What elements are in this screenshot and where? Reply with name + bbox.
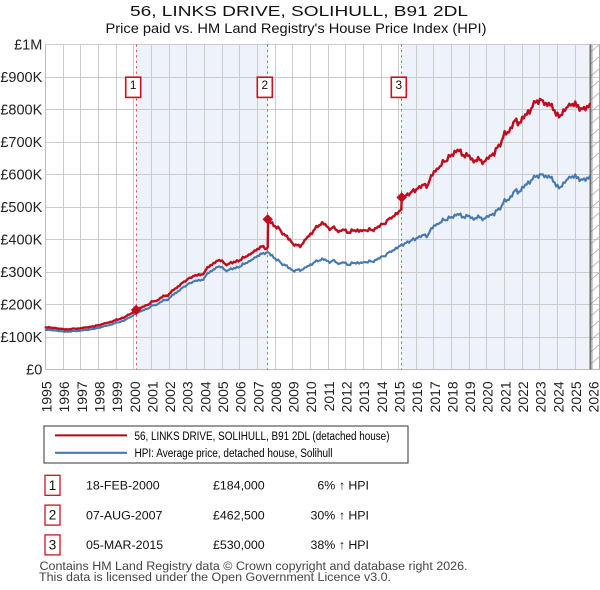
- svg-text:1: 1: [49, 478, 57, 493]
- svg-text:1995: 1995: [39, 381, 55, 412]
- svg-text:1997: 1997: [74, 381, 90, 412]
- svg-text:2016: 2016: [409, 381, 425, 412]
- svg-text:2006: 2006: [233, 381, 249, 412]
- svg-text:£184,000: £184,000: [213, 479, 265, 493]
- svg-text:2008: 2008: [268, 381, 284, 412]
- svg-text:2011: 2011: [321, 381, 337, 411]
- svg-text:56, LINKS DRIVE, SOLIHULL, B91: 56, LINKS DRIVE, SOLIHULL, B91 2DL: [130, 3, 468, 20]
- svg-text:07-AUG-2007: 07-AUG-2007: [86, 508, 163, 522]
- svg-text:3: 3: [49, 538, 57, 553]
- svg-text:2024: 2024: [550, 381, 566, 412]
- svg-text:2020: 2020: [480, 381, 496, 412]
- svg-text:38% ↑ HPI: 38% ↑ HPI: [310, 538, 369, 552]
- svg-text:2022: 2022: [515, 381, 531, 412]
- svg-text:Contains HM Land Registry data: Contains HM Land Registry data © Crown c…: [40, 559, 468, 573]
- svg-text:2023: 2023: [533, 381, 549, 412]
- svg-text:18-FEB-2000: 18-FEB-2000: [86, 479, 160, 493]
- svg-text:2013: 2013: [356, 381, 372, 412]
- svg-text:2004: 2004: [197, 381, 213, 412]
- svg-text:2: 2: [262, 78, 269, 92]
- svg-text:2026: 2026: [586, 381, 600, 412]
- svg-text:2014: 2014: [374, 381, 390, 412]
- svg-text:£200K: £200K: [0, 298, 42, 314]
- svg-text:£400K: £400K: [0, 233, 42, 249]
- svg-text:2009: 2009: [286, 381, 302, 412]
- svg-text:£500K: £500K: [0, 200, 42, 216]
- svg-text:1996: 1996: [56, 381, 72, 412]
- svg-text:2005: 2005: [215, 381, 231, 412]
- svg-text:2010: 2010: [303, 381, 319, 412]
- svg-text:£100K: £100K: [0, 330, 42, 346]
- svg-text:£800K: £800K: [0, 102, 42, 118]
- svg-text:£600K: £600K: [0, 167, 42, 183]
- svg-text:2: 2: [49, 508, 57, 523]
- svg-text:Price paid vs. HM Land Registr: Price paid vs. HM Land Registry's House …: [106, 20, 487, 36]
- svg-text:2000: 2000: [127, 381, 143, 412]
- svg-text:This data is licensed under th: This data is licensed under the Open Gov…: [39, 570, 391, 584]
- svg-text:05-MAR-2015: 05-MAR-2015: [86, 538, 163, 552]
- svg-text:2017: 2017: [427, 381, 443, 412]
- svg-text:£0: £0: [26, 363, 42, 379]
- svg-text:3: 3: [396, 78, 403, 92]
- svg-text:£462,500: £462,500: [213, 508, 265, 522]
- svg-text:6% ↑ HPI: 6% ↑ HPI: [317, 479, 369, 493]
- svg-text:£1M: £1M: [14, 37, 42, 53]
- svg-text:£300K: £300K: [0, 265, 42, 281]
- svg-text:30% ↑ HPI: 30% ↑ HPI: [310, 508, 369, 522]
- svg-text:2021: 2021: [497, 381, 513, 412]
- svg-text:2002: 2002: [162, 381, 178, 412]
- svg-text:£530,000: £530,000: [213, 538, 265, 552]
- svg-text:1: 1: [130, 78, 137, 92]
- svg-text:2003: 2003: [180, 381, 196, 412]
- svg-text:£900K: £900K: [0, 70, 42, 86]
- svg-text:1999: 1999: [109, 381, 125, 412]
- svg-text:2019: 2019: [462, 381, 478, 412]
- svg-text:2015: 2015: [392, 381, 408, 412]
- svg-text:2012: 2012: [339, 381, 355, 412]
- svg-text:2001: 2001: [144, 381, 160, 412]
- svg-text:56, LINKS DRIVE, SOLIHULL, B91: 56, LINKS DRIVE, SOLIHULL, B91 2DL (deta…: [135, 431, 390, 443]
- svg-text:1998: 1998: [92, 381, 108, 412]
- svg-text:2007: 2007: [250, 381, 266, 412]
- svg-text:HPI: Average price, detached h: HPI: Average price, detached house, Soli…: [135, 448, 333, 460]
- svg-text:£700K: £700K: [0, 135, 42, 151]
- svg-text:2018: 2018: [444, 381, 460, 412]
- svg-text:2025: 2025: [568, 381, 584, 412]
